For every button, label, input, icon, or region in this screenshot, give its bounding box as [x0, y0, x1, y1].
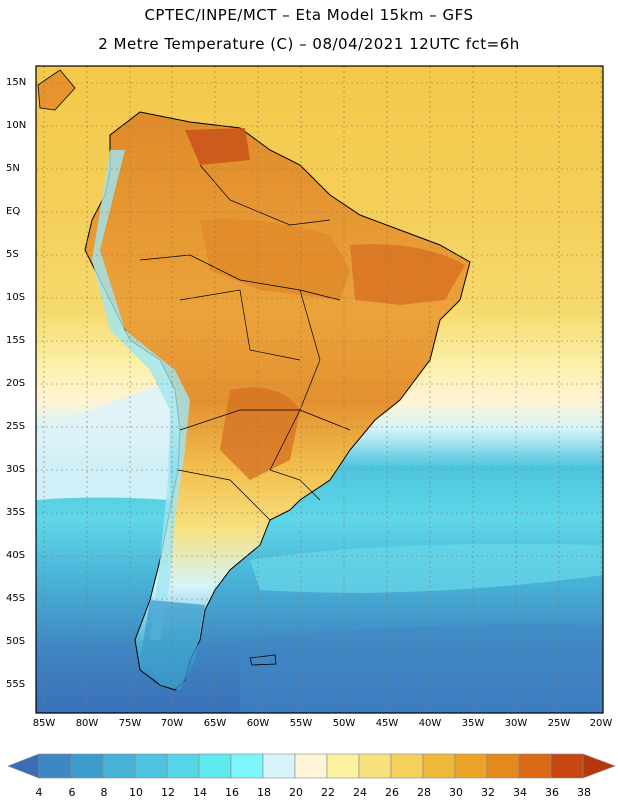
colorbar-swatch — [294, 753, 328, 779]
colorbar-label: 20 — [289, 786, 303, 799]
map-title-line1: CPTEC/INPE/MCT – Eta Model 15km – GFS — [144, 6, 474, 24]
colorbar-swatch — [262, 753, 296, 779]
map-border — [35, 65, 604, 714]
colorbar-swatch — [134, 753, 168, 779]
colorbar-swatch — [70, 753, 104, 779]
colorbar-swatch — [486, 753, 520, 779]
colorbar-swatch — [326, 753, 360, 779]
lon-label: 25W — [547, 718, 571, 729]
colorbar-label: 30 — [449, 786, 463, 799]
colorbar-label: 26 — [385, 786, 399, 799]
lat-label: 55S — [6, 679, 26, 690]
colorbar-label: 4 — [35, 786, 43, 799]
lat-label: 25S — [6, 421, 26, 432]
colorbar-label: 24 — [353, 786, 367, 799]
colorbar-swatch — [454, 753, 488, 779]
lon-label: 55W — [289, 718, 313, 729]
lon-label: 40W — [418, 718, 442, 729]
lat-label: 5S — [6, 249, 19, 260]
lat-label: 35S — [6, 507, 26, 518]
colorbar-label: 14 — [193, 786, 207, 799]
lat-label: 30S — [6, 464, 26, 475]
map-title-line2: 2 Metre Temperature (C) – 08/04/2021 12U… — [98, 35, 520, 53]
colorbar-swatch — [102, 753, 136, 779]
colorbar-swatch — [422, 753, 456, 779]
lat-label: 50S — [6, 636, 26, 647]
lon-label: 20W — [589, 718, 613, 729]
lat-label: EQ — [6, 206, 21, 217]
colorbar-swatch — [38, 753, 72, 779]
lon-label: 30W — [504, 718, 528, 729]
lat-label: 15S — [6, 335, 26, 346]
colorbar-label: 38 — [577, 786, 591, 799]
colorbar-label: 34 — [513, 786, 527, 799]
lon-label: 70W — [160, 718, 184, 729]
lon-label: 35W — [461, 718, 485, 729]
colorbar-label: 36 — [545, 786, 559, 799]
colorbar-label: 16 — [225, 786, 239, 799]
colorbar-swatch — [166, 753, 200, 779]
south-america-land — [37, 69, 471, 691]
colorbar-label: 12 — [161, 786, 175, 799]
colorbar-swatch — [358, 753, 392, 779]
colorbar-arrow-high — [582, 753, 616, 779]
lat-label: 20S — [6, 378, 26, 389]
lat-label: 15N — [6, 77, 27, 88]
lon-label: 65W — [203, 718, 227, 729]
lat-label: 5N — [6, 163, 20, 174]
colorbar-label: 22 — [321, 786, 335, 799]
lon-label: 60W — [246, 718, 270, 729]
lon-label: 45W — [375, 718, 399, 729]
colorbar-arrow-low — [7, 753, 40, 779]
colorbar-label: 18 — [257, 786, 271, 799]
colorbar-swatch — [518, 753, 552, 779]
colorbar-swatch — [550, 753, 584, 779]
colorbar-label: 8 — [100, 786, 108, 799]
lon-label: 85W — [32, 718, 56, 729]
lat-label: 40S — [6, 550, 26, 561]
colorbar-swatch — [198, 753, 232, 779]
colorbar — [7, 753, 616, 779]
colorbar-label: 32 — [481, 786, 495, 799]
colorbar-label: 28 — [417, 786, 431, 799]
lat-label: 10S — [6, 292, 26, 303]
colorbar-swatch — [390, 753, 424, 779]
lon-label: 75W — [118, 718, 142, 729]
colorbar-label: 6 — [68, 786, 76, 799]
lon-label: 80W — [75, 718, 99, 729]
colorbar-swatch — [230, 753, 264, 779]
lon-label: 50W — [332, 718, 356, 729]
colorbar-label: 10 — [129, 786, 143, 799]
lat-label: 10N — [6, 120, 27, 131]
lat-label: 45S — [6, 593, 26, 604]
